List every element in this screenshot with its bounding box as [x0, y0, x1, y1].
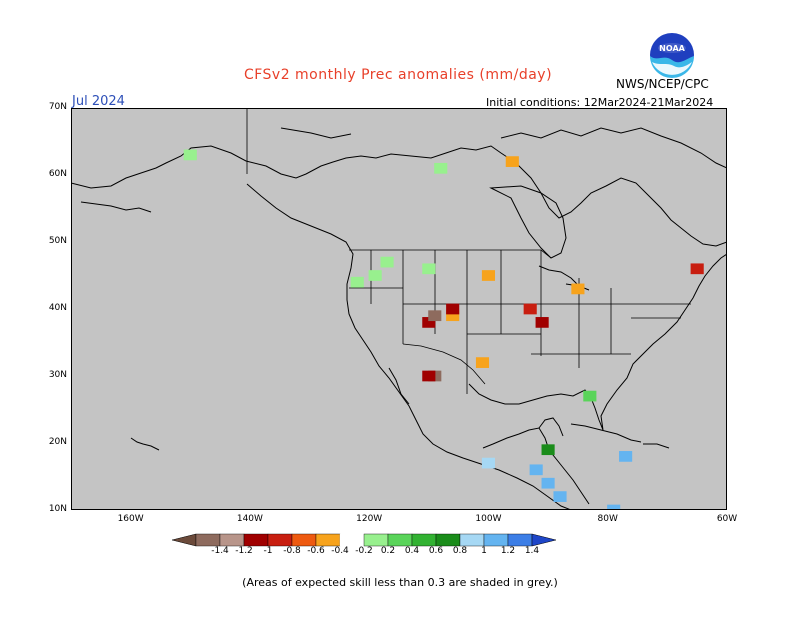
political-boundaries	[246, 108, 691, 394]
lon-label: 160W	[117, 514, 144, 524]
footnote: (Areas of expected skill less than 0.3 a…	[242, 576, 558, 589]
colorbar-tick-label: 0.4	[404, 546, 420, 556]
lat-label: 20N	[48, 437, 67, 447]
precip-map	[71, 108, 727, 510]
colorbar-tick-label: 1	[481, 546, 487, 556]
colorbar-swatch	[243, 533, 269, 547]
lon-label: 100W	[475, 514, 502, 524]
lat-label: 40N	[48, 303, 67, 313]
colorbar-tick-label: -0.8	[283, 546, 301, 556]
colorbar-swatch	[363, 533, 389, 547]
lon-label: 60W	[716, 514, 738, 524]
anomaly-cell	[523, 303, 537, 315]
anomaly-cell	[422, 370, 436, 382]
lon-label: 80W	[597, 514, 618, 524]
colorbar-tick-label: 0.2	[380, 546, 396, 556]
colorbar-swatch	[459, 533, 485, 547]
lon-label: 140W	[236, 514, 263, 524]
colorbar-swatch	[411, 533, 437, 547]
anomaly-cell	[529, 464, 543, 476]
valid-month: Jul 2024	[72, 94, 125, 109]
colorbar-swatch	[387, 533, 413, 547]
colorbar-tick-label: 0.6	[428, 546, 444, 556]
anomaly-cell	[368, 270, 382, 281]
colorbar-tick-label: 1.2	[500, 546, 516, 556]
anomaly-cell	[380, 256, 394, 268]
colorbar-tick-label: 1.4	[524, 546, 540, 556]
map-frame	[71, 108, 727, 510]
anomaly-cell	[183, 149, 197, 161]
anomaly-cell	[619, 451, 633, 462]
anomaly-cell	[505, 156, 519, 167]
anomaly-cell	[690, 263, 704, 275]
chart-title: CFSv2 monthly Prec anomalies (mm/day)	[243, 67, 553, 83]
anomaly-cell	[446, 310, 460, 322]
anomaly-cell	[434, 162, 448, 174]
anomaly-cell	[422, 317, 436, 328]
colorbar-low-triangle	[172, 533, 197, 547]
anomaly-cell	[541, 477, 555, 489]
anomaly-cell	[553, 491, 567, 502]
anomaly-cell	[541, 444, 555, 456]
lat-label: 30N	[48, 370, 67, 380]
svg-text:NOAA: NOAA	[659, 44, 685, 53]
anomaly-cell	[350, 276, 364, 288]
agency-label: NWS/NCEP/CPC	[616, 77, 709, 91]
initial-conditions: Initial conditions: 12Mar2024-21Mar2024	[486, 96, 714, 109]
colorbar-tick-label: -0.4	[331, 546, 349, 556]
anomaly-cell	[475, 357, 490, 368]
lat-label: 50N	[48, 236, 67, 246]
colorbar-swatch	[195, 533, 221, 547]
colorbar-swatch	[339, 533, 365, 547]
anomaly-cell	[535, 317, 549, 328]
colorbar-high-triangle	[531, 533, 557, 547]
coastlines	[71, 127, 727, 510]
colorbar-tick-label: -1.2	[235, 546, 253, 556]
colorbar-swatch	[291, 533, 317, 547]
anomaly-cell	[481, 457, 496, 469]
colorbar-swatch	[483, 533, 509, 547]
anomaly-cell	[428, 310, 442, 322]
anomaly-cell	[422, 263, 436, 275]
anomaly-cell	[446, 303, 460, 315]
colorbar-tick-label: 0.8	[452, 546, 468, 556]
anomaly-cell	[607, 504, 621, 510]
lat-label: 70N	[48, 102, 67, 112]
anomaly-cell	[583, 390, 597, 402]
colorbar-swatch	[435, 533, 461, 547]
lat-label: 60N	[48, 169, 67, 179]
anomaly-cells	[183, 149, 704, 510]
lat-label: 10N	[48, 504, 67, 514]
colorbar-swatch	[315, 533, 341, 547]
colorbar-tick-label: -0.2	[355, 546, 373, 556]
colorbar	[172, 533, 557, 547]
skill-shading	[71, 108, 727, 510]
anomaly-cell	[481, 270, 496, 281]
lon-label: 120W	[356, 514, 383, 524]
colorbar-tick-label: -1	[263, 546, 273, 556]
colorbar-swatch	[219, 533, 245, 547]
colorbar-tick-label: -0.6	[307, 546, 325, 556]
colorbar-swatch	[267, 533, 293, 547]
noaa-logo: NOAA	[650, 33, 694, 78]
colorbar-swatch	[507, 533, 533, 547]
colorbar-tick-label: -1.4	[211, 546, 229, 556]
anomaly-cell	[571, 283, 585, 295]
